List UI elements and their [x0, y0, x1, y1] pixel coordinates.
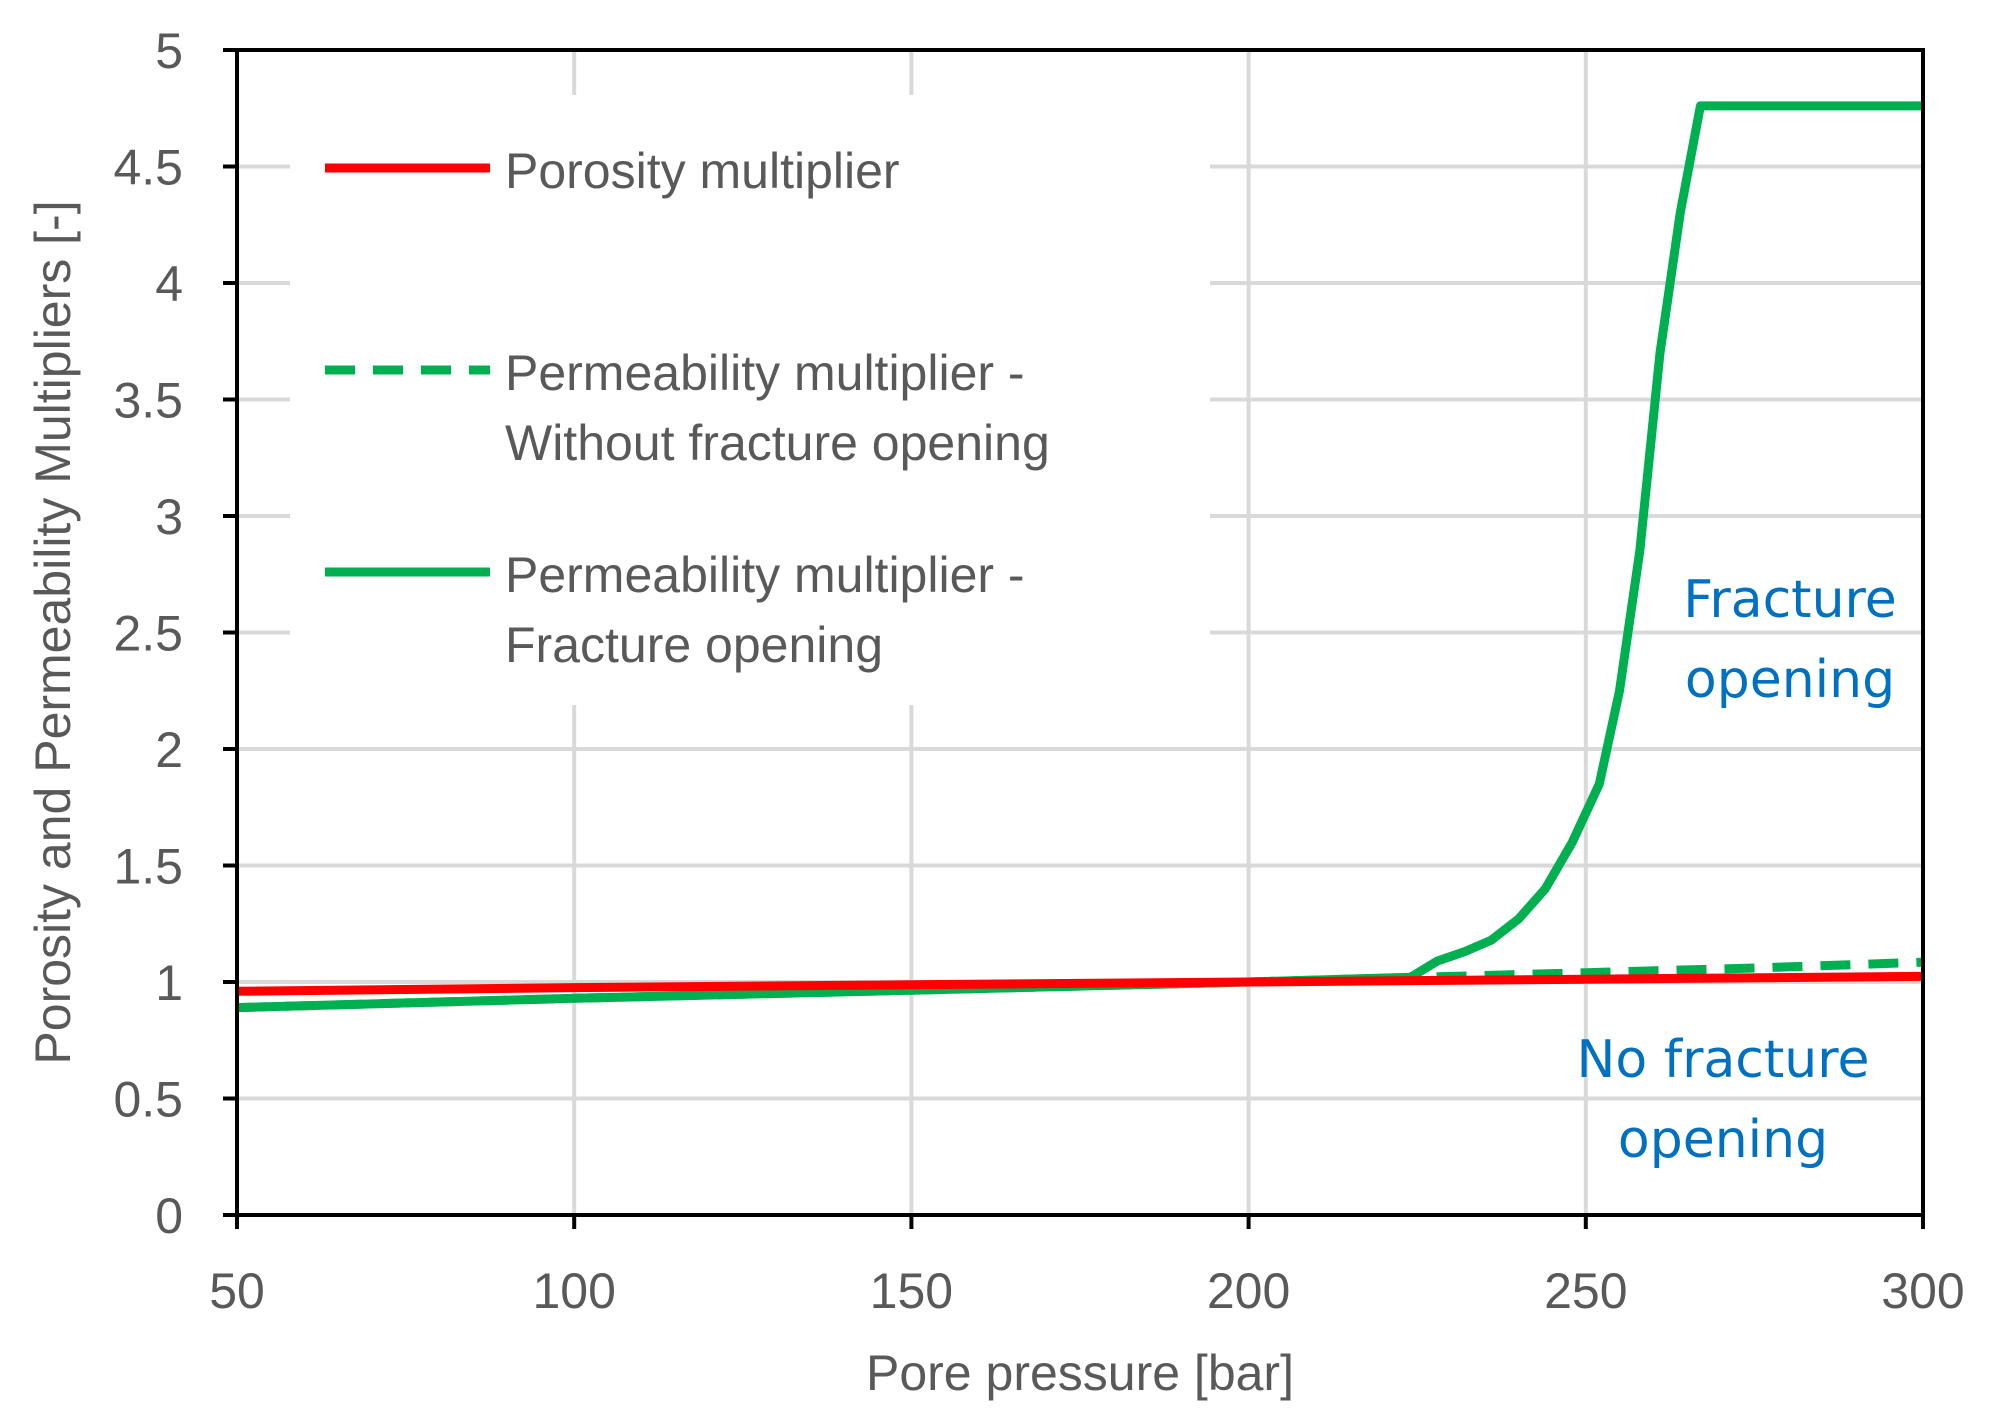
legend: Porosity multiplier Permeability multipli…: [325, 143, 1050, 673]
y-tick-label: 2.5: [113, 606, 183, 662]
y-tick-label: 3: [155, 489, 183, 545]
legend-entry-2: Permeability multiplier - Fracture openin…: [325, 547, 1025, 673]
legend-label: Porosity multiplier: [505, 143, 900, 199]
x-tick-label: 200: [1207, 1263, 1290, 1319]
series-line-0: [236, 971, 1924, 996]
y-tick-label: 0: [155, 1188, 183, 1244]
annotation-1: No fracture opening: [1577, 1030, 1870, 1170]
legend-entry-0: Porosity multiplier: [325, 143, 900, 199]
legend-label: Permeability multiplier -: [505, 547, 1025, 603]
series-lines: [236, 101, 1924, 1013]
legend-background: [290, 95, 1210, 705]
annotation-text: opening: [1618, 1110, 1828, 1170]
x-tick-label: 100: [532, 1263, 615, 1319]
x-tick-label: 300: [1881, 1263, 1964, 1319]
annotation-0: Fracture opening: [1683, 570, 1897, 710]
y-axis-title: Porosity and Permeability Multipliers [-…: [25, 200, 81, 1064]
legend-entry-1: Permeability multiplier - Without fractur…: [325, 345, 1050, 471]
y-tick-label: 4: [155, 256, 183, 312]
y-tick-label: 0.5: [113, 1072, 183, 1128]
y-tick-label: 3.5: [113, 373, 183, 429]
legend-label: Fracture opening: [505, 617, 883, 673]
legend-label: Without fracture opening: [505, 415, 1050, 471]
series-line-1: [236, 957, 1924, 1013]
axis-ticks: 50 100 150 200 250 300 0 0.5 1 1.5 2 2.5 3 3.5 4 4.5 5: [113, 23, 1964, 1319]
y-tick-label: 1.5: [113, 839, 183, 895]
annotation-text: opening: [1685, 650, 1895, 710]
y-tick-label: 4.5: [113, 140, 183, 196]
annotations: Fracture opening No fracture opening: [1577, 570, 1897, 1170]
annotation-text: Fracture: [1683, 570, 1897, 630]
x-axis-title: Pore pressure [bar]: [866, 1345, 1294, 1401]
y-tick-label: 5: [155, 23, 183, 79]
y-tick-label: 1: [155, 955, 183, 1011]
annotation-text: No fracture: [1577, 1030, 1870, 1090]
y-tick-label: 2: [155, 722, 183, 778]
x-tick-label: 250: [1544, 1263, 1627, 1319]
x-tick-label: 150: [870, 1263, 953, 1319]
legend-label: Permeability multiplier -: [505, 345, 1025, 401]
x-tick-label: 50: [209, 1263, 265, 1319]
